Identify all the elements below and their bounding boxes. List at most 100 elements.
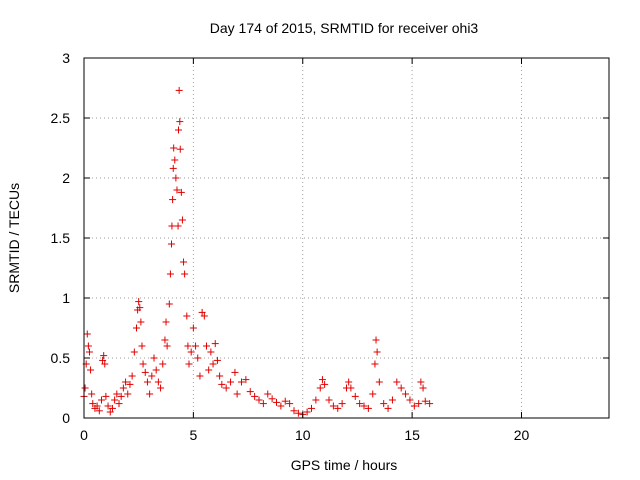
x-tick-labels: 0 5 10 15 20 [80,427,529,443]
data-point [259,400,267,408]
data-point [88,390,96,398]
data-point [87,366,95,374]
data-point [218,380,226,388]
data-point [375,378,383,386]
data-point [216,372,224,380]
data-point [351,392,359,400]
data-point [360,402,368,410]
data-point [255,396,263,404]
y-axis-label: SRMTID / TECUs [6,183,22,293]
data-point [168,240,175,248]
y-tick-label: 0.5 [51,350,71,366]
x-tick-label: 0 [80,427,88,443]
data-point [174,222,182,230]
data-point [172,174,180,182]
data-point [192,342,200,350]
data-point [356,400,364,408]
data-point [421,397,429,405]
data-point [426,400,434,408]
data-point [347,384,355,392]
data-point [286,400,294,408]
data-point [170,144,178,152]
data-point [205,366,213,374]
data-point [222,384,230,392]
data-point [176,145,184,153]
data-point [251,392,259,400]
data-point [139,360,147,368]
data-point [334,404,342,412]
data-point [227,378,235,386]
data-point [108,404,116,412]
data-point [203,342,210,350]
data-point [178,216,186,224]
data-point [115,400,123,408]
data-point [181,270,189,278]
data-point [338,400,346,408]
y-tick-label: 2.5 [51,110,71,126]
axis-ticks [83,57,609,419]
data-point [171,156,179,164]
data-point [417,378,425,386]
data-point [138,342,146,350]
y-tick-labels: 0 0.5 1 1.5 2 2.5 3 [51,50,71,426]
data-point [169,164,177,172]
y-tick-label: 0 [62,410,70,426]
data-point [113,390,121,398]
data-point [111,396,119,404]
data-point [177,188,185,196]
data-point [130,348,138,356]
data-point [81,384,89,392]
data-point [200,312,208,320]
data-point [137,318,145,326]
data-point [157,384,165,392]
data-point [135,298,143,306]
data-point [93,402,101,410]
data-point [124,390,132,398]
data-point [277,402,285,410]
data-point [122,378,130,386]
data-point [393,378,401,386]
x-axis-label: GPS time / hours [291,457,398,473]
data-point [175,86,183,94]
data-point [89,400,97,408]
x-tick-label: 20 [514,427,530,443]
gridlines [84,58,609,418]
data-point [169,196,177,204]
data-point [159,360,167,368]
data-point [161,336,169,344]
data-point [308,404,315,412]
data-point [175,126,182,134]
chart-title: Day 174 of 2015, SRMTID for receiver ohi… [210,20,479,36]
data-point [233,390,241,398]
data-point [95,407,103,415]
data-point [318,376,326,384]
data-point [185,360,193,368]
data-point [364,404,372,412]
data-point [196,372,204,380]
data-point [372,336,380,344]
data-point [106,408,114,416]
data-point [371,360,379,368]
data-point [184,342,192,350]
data-point [290,407,298,415]
data-point [99,356,107,364]
data-point [213,356,221,364]
data-point [388,396,396,404]
data-point [146,390,154,398]
data-point [345,378,353,386]
data-point [119,384,127,392]
data-point [231,368,239,376]
data-point [312,396,320,404]
data-point [419,384,427,392]
y-tick-label: 1 [62,290,70,306]
data-point [83,330,91,338]
y-tick-label: 2 [62,170,70,186]
data-point [189,324,197,332]
data-point [162,318,170,326]
data-point [163,342,171,350]
data-point [207,348,215,356]
data-point [242,376,250,384]
x-tick-label: 15 [404,427,420,443]
data-point [294,409,302,417]
